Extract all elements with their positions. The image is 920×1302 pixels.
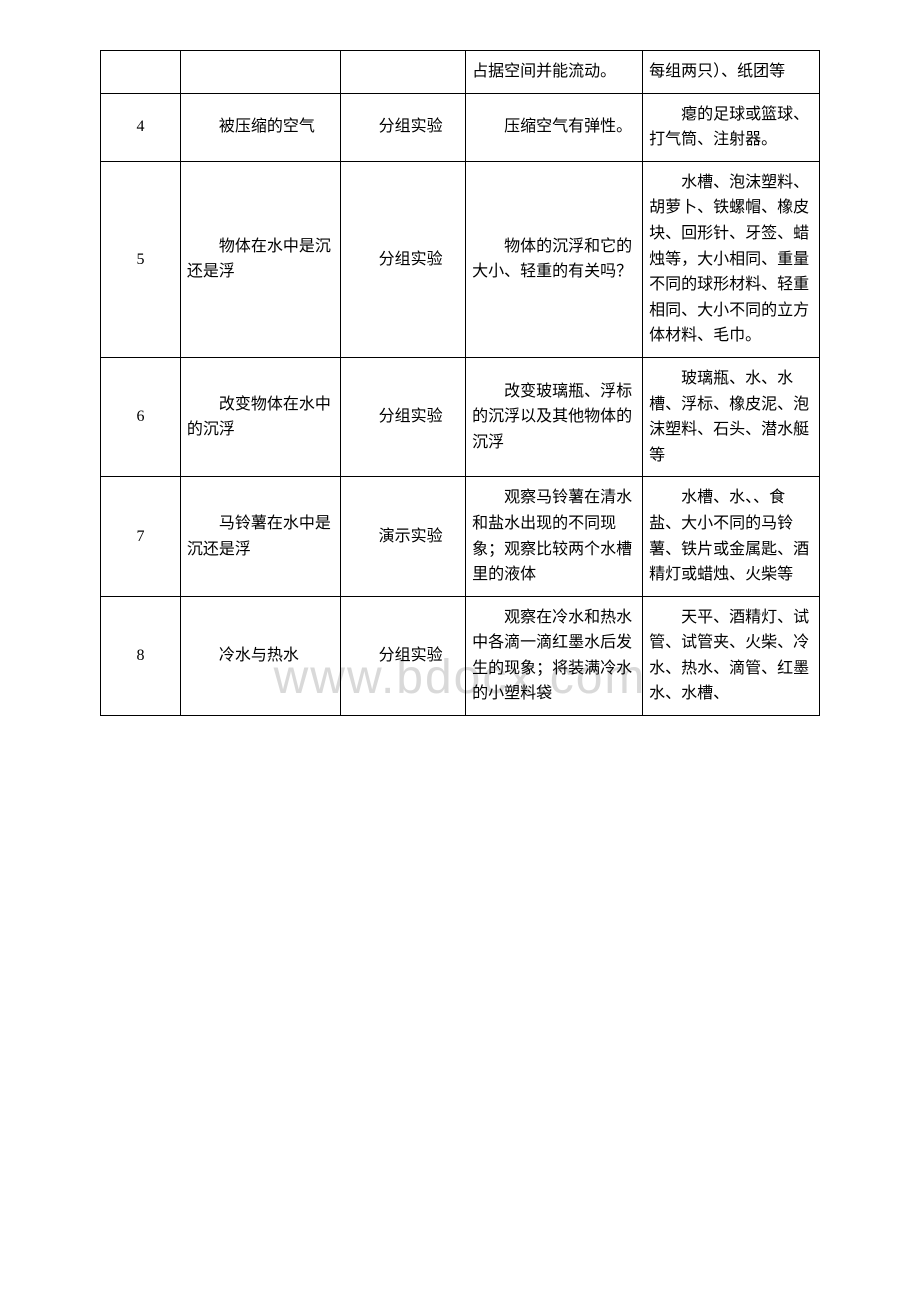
cell-type: 分组实验 — [340, 93, 466, 161]
table-row: 6改变物体在水中的沉浮分组实验改变玻璃瓶、浮标的沉浮以及其他物体的沉浮玻璃瓶、水… — [101, 357, 820, 476]
experiment-table: 占据空间并能流动。每组两只）、纸团等4被压缩的空气分组实验压缩空气有弹性。瘪的足… — [100, 50, 820, 716]
cell-type: 分组实验 — [340, 357, 466, 476]
cell-title: 物体在水中是沉还是浮 — [180, 161, 340, 357]
cell-content: 改变玻璃瓶、浮标的沉浮以及其他物体的沉浮 — [466, 357, 643, 476]
cell-type: 演示实验 — [340, 477, 466, 596]
cell-number: 6 — [101, 357, 181, 476]
cell-type: 分组实验 — [340, 161, 466, 357]
cell-content: 占据空间并能流动。 — [466, 51, 643, 94]
cell-materials: 天平、酒精灯、试管、试管夹、火柴、冷水、热水、滴管、红墨水、水槽、 — [643, 596, 820, 715]
cell-number: 4 — [101, 93, 181, 161]
cell-title: 马铃薯在水中是沉还是浮 — [180, 477, 340, 596]
cell-content: 观察在冷水和热水中各滴一滴红墨水后发生的现象；将装满冷水的小塑料袋 — [466, 596, 643, 715]
cell-title: 改变物体在水中的沉浮 — [180, 357, 340, 476]
table-row: 4被压缩的空气分组实验压缩空气有弹性。瘪的足球或篮球、打气筒、注射器。 — [101, 93, 820, 161]
cell-number: 8 — [101, 596, 181, 715]
cell-materials: 瘪的足球或篮球、打气筒、注射器。 — [643, 93, 820, 161]
cell-content: 观察马铃薯在清水和盐水出现的不同现象；观察比较两个水槽里的液体 — [466, 477, 643, 596]
cell-type — [340, 51, 466, 94]
cell-title — [180, 51, 340, 94]
cell-title: 冷水与热水 — [180, 596, 340, 715]
cell-number: 7 — [101, 477, 181, 596]
table-row: 8冷水与热水分组实验观察在冷水和热水中各滴一滴红墨水后发生的现象；将装满冷水的小… — [101, 596, 820, 715]
cell-type: 分组实验 — [340, 596, 466, 715]
cell-content: 压缩空气有弹性。 — [466, 93, 643, 161]
cell-number: 5 — [101, 161, 181, 357]
cell-materials: 每组两只）、纸团等 — [643, 51, 820, 94]
table-row: 占据空间并能流动。每组两只）、纸团等 — [101, 51, 820, 94]
cell-number — [101, 51, 181, 94]
cell-materials: 水槽、泡沫塑料、胡萝卜、铁螺帽、橡皮块、回形针、牙签、蜡烛等，大小相同、重量不同… — [643, 161, 820, 357]
cell-content: 物体的沉浮和它的大小、轻重的有关吗？ — [466, 161, 643, 357]
table-row: 5物体在水中是沉还是浮分组实验物体的沉浮和它的大小、轻重的有关吗？水槽、泡沫塑料… — [101, 161, 820, 357]
cell-materials: 水槽、水、、食盐、大小不同的马铃薯、铁片或金属匙、酒精灯或蜡烛、火柴等 — [643, 477, 820, 596]
cell-materials: 玻璃瓶、水、水槽、浮标、橡皮泥、泡沫塑料、石头、潜水艇等 — [643, 357, 820, 476]
cell-title: 被压缩的空气 — [180, 93, 340, 161]
table-row: 7马铃薯在水中是沉还是浮演示实验观察马铃薯在清水和盐水出现的不同现象；观察比较两… — [101, 477, 820, 596]
